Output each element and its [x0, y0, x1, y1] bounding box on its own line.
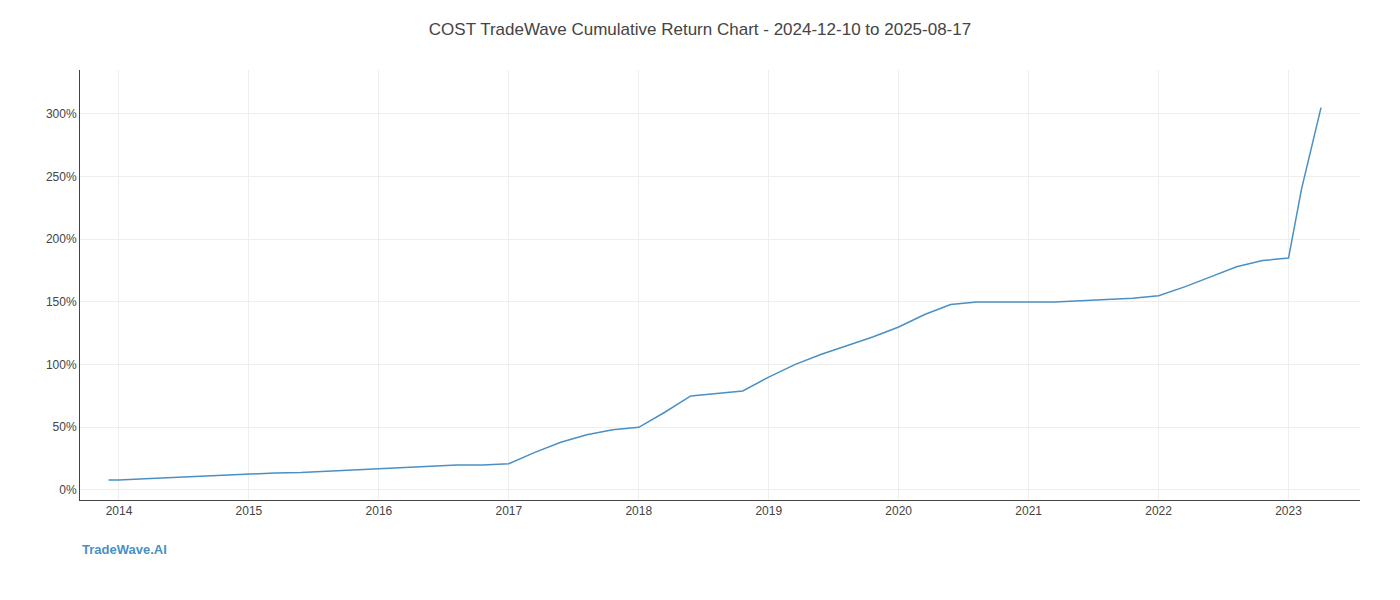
svg-text:2017: 2017	[495, 504, 522, 518]
svg-text:2014: 2014	[106, 504, 133, 518]
svg-text:TradeWave.AI: TradeWave.AI	[82, 542, 167, 557]
svg-text:0%: 0%	[59, 483, 77, 497]
svg-text:COST TradeWave Cumulative Retu: COST TradeWave Cumulative Return Chart -…	[429, 20, 971, 39]
svg-text:2020: 2020	[885, 504, 912, 518]
svg-text:2019: 2019	[755, 504, 782, 518]
svg-text:2016: 2016	[366, 504, 393, 518]
svg-text:2021: 2021	[1015, 504, 1042, 518]
svg-text:2018: 2018	[625, 504, 652, 518]
svg-text:50%: 50%	[53, 420, 77, 434]
svg-text:250%: 250%	[46, 170, 77, 184]
svg-text:100%: 100%	[46, 358, 77, 372]
svg-text:2023: 2023	[1275, 504, 1302, 518]
svg-text:200%: 200%	[46, 232, 77, 246]
svg-text:150%: 150%	[46, 295, 77, 309]
svg-text:2015: 2015	[236, 504, 263, 518]
svg-text:2022: 2022	[1145, 504, 1172, 518]
svg-text:300%: 300%	[46, 107, 77, 121]
